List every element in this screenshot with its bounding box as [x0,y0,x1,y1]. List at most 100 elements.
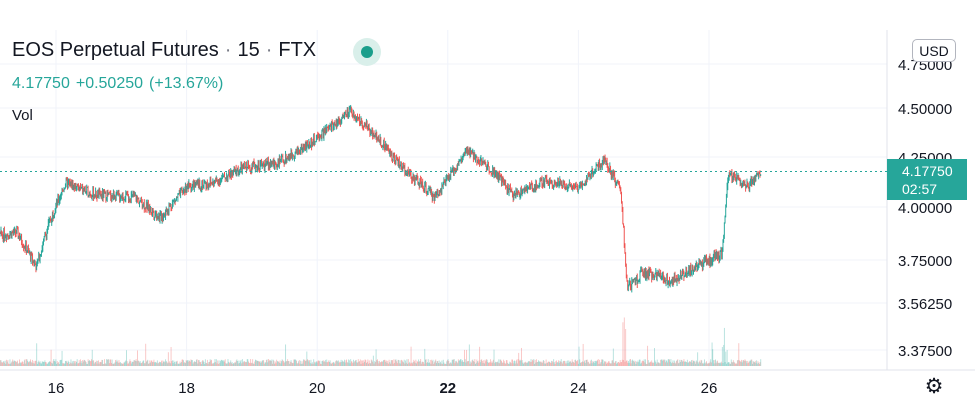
volume-bar [111,359,113,366]
volume-bar [157,363,159,366]
volume-bar [566,363,568,366]
gear-icon[interactable]: ⚙ [924,375,944,398]
volume-bar [6,359,7,366]
volume-bar [739,360,740,366]
volume-bar [556,362,558,366]
volume-bar [14,361,16,366]
volume-bar [273,360,275,366]
volume-bar [134,360,136,366]
volume-bar [42,361,44,366]
volume-bar [594,363,596,366]
volume-bar [43,361,45,366]
volume-bar [279,360,281,366]
volume-bar [599,359,601,366]
volume-bar [183,362,185,366]
volume-bar [531,361,533,366]
exchange-label: FTX [278,39,317,61]
volume-bar [650,362,652,366]
volume-bar [490,359,492,366]
volume-bar [509,361,511,366]
volume-bar [385,361,387,366]
volume-bar [657,362,659,366]
volume-bar [640,362,642,366]
volume-bar [707,363,709,366]
symbol-title[interactable]: EOS Perpetual Futures · 15 · FTX [12,39,316,62]
volume-bar [688,362,690,366]
volume-bar [469,363,471,366]
volume-bar [258,361,260,366]
volume-bar [655,362,657,366]
volume-bar [208,362,210,366]
volume-bar [309,363,311,366]
volume-bar [228,363,230,366]
volume-bar [630,359,631,366]
volume-bar [756,363,758,366]
volume-bar [396,361,398,366]
volume-bar [230,360,232,366]
volume-bar [121,363,123,366]
currency-button[interactable]: USD [912,39,956,62]
volume-bar [162,360,164,366]
volume-bar [424,348,426,366]
volume-bar [78,363,79,366]
volume-bar [473,361,475,366]
volume-bar [55,359,57,366]
volume-bar [558,360,559,366]
price-axis[interactable]: 4.750004.500004.250004.000003.750003.562… [898,57,952,360]
volume-bar [267,359,269,366]
volume-bar [199,361,201,366]
volume-bar [619,360,621,366]
volume-bar [329,360,331,366]
volume-bar [177,363,179,366]
volume-bar [726,363,727,366]
time-axis[interactable]: 16 18 20 22 24 26 [48,380,718,397]
volume-bar [637,360,639,366]
volume-bar [416,363,417,366]
volume-bar [691,362,693,366]
volume-bar [642,360,644,366]
volume-bar [416,361,418,366]
volume-bar [285,344,287,366]
volume-bar [34,363,36,366]
volume-bar [52,363,53,366]
volume-bar [477,361,479,366]
volume-bar [634,362,636,366]
volume-bar [300,360,302,366]
candlestick-series[interactable] [0,104,762,293]
volume-bar [472,360,474,366]
volume-bar [256,360,258,366]
volume-bar [440,361,441,366]
volume-bar [286,361,288,366]
volume-bar [292,363,294,366]
volume-bar [281,359,283,366]
volume-bar [250,362,252,366]
volume-bar [152,361,154,366]
volume-bar [411,363,413,366]
volume-bar [623,360,625,366]
volume-bar [548,361,550,366]
volume-bar [151,360,153,366]
volume-bar [534,363,535,366]
volume-bar [200,362,202,366]
volume-bar [579,359,581,366]
volume-bar [304,359,306,366]
volume-bar [624,361,626,366]
volume-bar [187,361,189,366]
volume-bar [692,359,694,366]
volume-bar [322,360,324,366]
volume-bar [412,361,414,366]
volume-bar [8,363,10,366]
volume-legend[interactable]: Vol [12,107,33,124]
volume-bar [369,363,371,366]
volume-bar [72,363,74,366]
volume-bar [390,360,392,366]
volume-bar [437,361,439,366]
volume-bar [590,360,592,366]
volume-bar [661,359,663,366]
volume-bar [101,359,103,366]
time-tick-label: 18 [178,380,195,397]
volume-bar [260,362,262,366]
volume-bar [102,363,104,366]
volume-bar [668,359,670,366]
